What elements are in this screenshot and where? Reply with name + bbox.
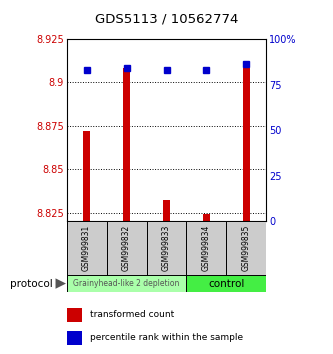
Text: protocol: protocol [10,279,53,289]
Bar [123,68,130,221]
FancyBboxPatch shape [186,221,226,276]
Text: transformed count: transformed count [90,310,174,319]
Bar [186,275,266,292]
Text: GSM999835: GSM999835 [242,224,251,271]
Bar [67,275,186,292]
Text: GSM999832: GSM999832 [122,224,131,271]
Bar [163,200,170,221]
Text: percentile rank within the sample: percentile rank within the sample [90,333,243,342]
Bar [243,68,250,221]
Text: GDS5113 / 10562774: GDS5113 / 10562774 [95,12,238,25]
Polygon shape [56,278,66,289]
Text: GSM999833: GSM999833 [162,224,171,271]
Text: Grainyhead-like 2 depletion: Grainyhead-like 2 depletion [73,279,180,288]
Text: GSM999831: GSM999831 [82,224,91,271]
FancyBboxPatch shape [107,221,147,276]
Bar [203,214,210,221]
FancyBboxPatch shape [67,221,107,276]
FancyBboxPatch shape [226,221,266,276]
Bar [83,131,90,221]
Bar [67,331,82,344]
Text: GSM999834: GSM999834 [202,224,211,271]
Text: control: control [208,279,245,289]
Bar [67,308,82,322]
FancyBboxPatch shape [147,221,186,276]
